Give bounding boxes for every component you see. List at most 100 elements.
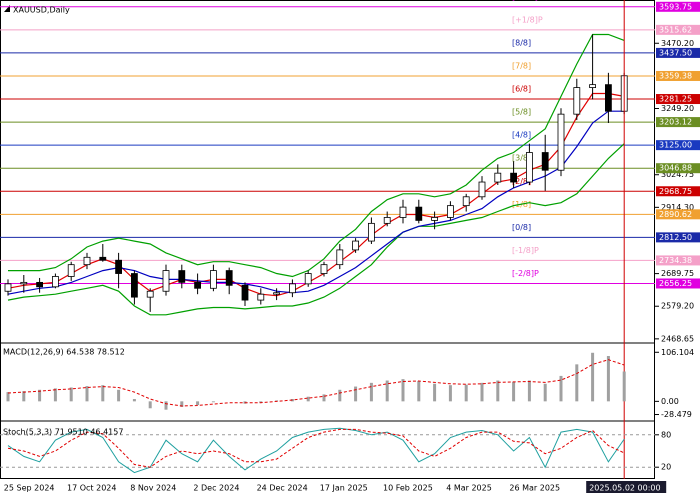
macd-bar — [480, 382, 484, 402]
plot-frame — [0, 0, 655, 479]
macd-bar — [6, 392, 10, 402]
candle-body — [383, 217, 391, 224]
macd-bar — [196, 401, 200, 406]
macd-bar — [575, 364, 579, 402]
murray-level-name: [-1/8]P — [512, 246, 539, 255]
candle-body — [589, 84, 596, 88]
macd-bar — [622, 371, 626, 402]
candle-body — [67, 264, 75, 277]
level-price-box — [656, 232, 700, 243]
x-tick-label: 4 Mar 2025 — [446, 484, 492, 493]
candle-body — [52, 276, 59, 288]
y-tick-label: 20 — [661, 463, 671, 472]
candle-body — [304, 273, 312, 285]
macd-bar — [527, 380, 531, 402]
level-price-label: 3125.00 — [659, 141, 692, 150]
level-price-box — [656, 186, 700, 197]
macd-bar — [275, 400, 279, 402]
candle-body — [605, 84, 612, 112]
panel-title: Stoch(5,3,3) 71.9510 46.4157 — [3, 428, 123, 437]
candle-body — [336, 249, 344, 266]
macd-bar — [85, 386, 89, 402]
y-tick-label: 106.104 — [661, 348, 694, 357]
y-tick-label: 3249.20 — [661, 104, 694, 113]
x-tick-label: 17 Oct 2024 — [67, 484, 116, 493]
level-price-label: 3515.62 — [659, 25, 692, 34]
y-tick-label: 2914.30 — [661, 203, 694, 212]
candle-body — [209, 270, 217, 289]
murray-level-name: [3/8] — [512, 154, 531, 163]
candle-body — [415, 206, 423, 221]
macd-bar — [101, 385, 105, 402]
x-tick-label: 25 Sep 2024 — [4, 484, 55, 493]
macd-bar — [38, 389, 42, 402]
candle-body — [146, 290, 154, 298]
level-price-box — [656, 24, 700, 35]
y-tick-label: 3024.75 — [661, 170, 694, 179]
murray-level-name: [2/8] — [512, 177, 531, 186]
candle-body — [541, 152, 549, 171]
macd-bar — [401, 379, 405, 402]
level-price-label: 3593.75 — [659, 2, 692, 11]
level-price-box — [656, 163, 700, 174]
candle-body — [494, 172, 502, 183]
macd-bar — [322, 394, 326, 402]
candle-body — [225, 270, 233, 286]
level-price-label: 3203.12 — [659, 118, 692, 127]
indicator-line — [7, 92, 625, 297]
x-tick-label: 2 Dec 2024 — [193, 484, 239, 493]
level-price-box — [656, 278, 700, 289]
macd-bar — [53, 388, 57, 402]
macd-bar — [369, 382, 373, 402]
macd-bar — [148, 401, 152, 409]
candle-body — [83, 256, 91, 266]
macd-bar — [259, 401, 263, 403]
candle-body — [20, 281, 28, 285]
level-price-label: 3281.25 — [659, 95, 692, 104]
cursor-label-box — [586, 481, 667, 493]
candle-body — [320, 264, 328, 274]
level-price-box — [656, 117, 700, 128]
x-tick-label: 24 Dec 2024 — [257, 484, 308, 493]
candle-body — [573, 87, 581, 115]
macd-bar — [22, 391, 26, 402]
macd-bar — [448, 385, 452, 402]
macd-bar — [69, 387, 73, 402]
panel-title: XAUUSD,Daily — [13, 6, 70, 15]
y-tick-label: 3470.20 — [661, 39, 694, 48]
level-price-box — [656, 209, 700, 220]
candle-body — [557, 113, 565, 171]
candle-body — [36, 281, 43, 288]
murray-level-name: [+2/8]P — [512, 0, 543, 1]
candle-body — [431, 217, 439, 221]
macd-bar — [164, 401, 168, 410]
candle-body — [241, 284, 249, 301]
macd-bar — [180, 401, 184, 407]
candle-body — [478, 181, 486, 198]
indicator-line — [7, 428, 625, 468]
indicator-line — [7, 143, 625, 316]
level-price-label: 2734.38 — [659, 256, 692, 265]
indicator-line — [8, 33, 625, 278]
candle-body — [352, 240, 360, 251]
x-tick-label: 2025.05.02 00:00 — [589, 484, 660, 493]
macd-bar — [606, 356, 610, 402]
murray-level-name: [4/8] — [512, 131, 531, 140]
macd-bar — [385, 380, 389, 402]
candle-body — [99, 256, 107, 261]
macd-bar — [559, 375, 563, 402]
level-price-label: 2812.50 — [659, 233, 692, 242]
candle-body — [510, 172, 518, 183]
candle-body — [4, 283, 12, 292]
candle-body — [446, 205, 454, 218]
candle-body — [115, 259, 122, 274]
candle-body — [526, 152, 533, 183]
level-price-box — [656, 1, 700, 12]
macd-bar — [496, 380, 500, 402]
macd-bar — [512, 381, 516, 402]
candle-body — [367, 222, 375, 242]
level-price-label: 2890.62 — [659, 210, 692, 219]
murray-level-name: [7/8] — [512, 61, 531, 70]
y-tick-label: 80 — [661, 430, 671, 439]
